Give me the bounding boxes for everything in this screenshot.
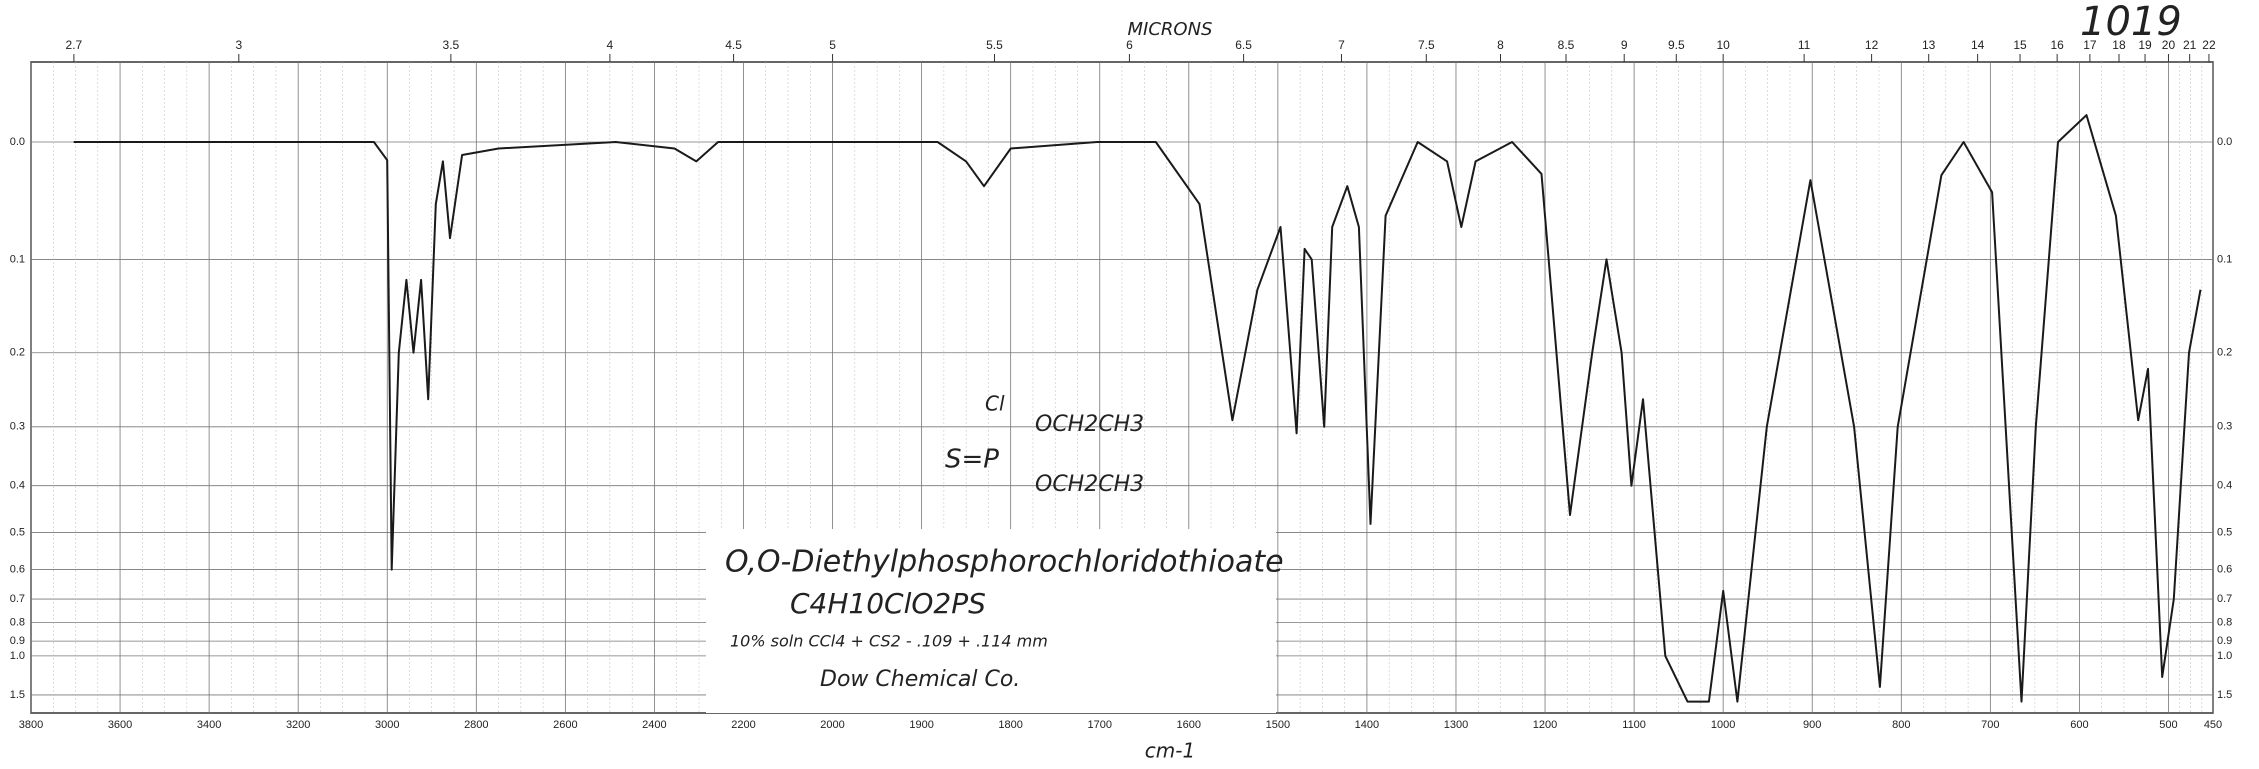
x-tick-label: 2600	[553, 719, 577, 731]
x-tick-label: 1000	[1711, 719, 1735, 731]
y-tick-label: 1.0	[10, 650, 25, 662]
top-tick-label: 15	[2013, 38, 2027, 52]
y-tick-label-right: 0.8	[2217, 616, 2232, 628]
top-tick-label: 9.5	[1668, 38, 1685, 52]
x-tick-label: 1600	[1177, 719, 1201, 731]
structure-cl: Cl	[985, 392, 1005, 416]
spectrum-number: 1019	[2080, 0, 2182, 45]
top-tick-label: 6	[1126, 38, 1133, 52]
top-tick-label: 5	[829, 38, 836, 52]
x-tick-label: 1500	[1266, 719, 1290, 731]
x-tick-label: 2200	[731, 719, 755, 731]
x-tick-label: 2400	[642, 719, 666, 731]
y-tick-label: 0.3	[10, 421, 25, 433]
top-tick-label: 10	[1716, 38, 1730, 52]
caption-box: O,O-Diethylphosphorochloridothioate C4H1…	[706, 529, 1284, 713]
structure-core: S=P	[945, 445, 999, 475]
top-tick-label: 7.5	[1418, 38, 1435, 52]
structure-lower: OCH2CH3	[1035, 472, 1144, 497]
x-tick-label: 1700	[1087, 719, 1111, 731]
y-tick-label-right: 0.3	[2217, 421, 2232, 433]
x-tick-label: 800	[1892, 719, 1910, 731]
top-tick-label: 20	[2162, 38, 2176, 52]
top-tick-label: 3	[235, 38, 242, 52]
top-tick-label: 16	[2050, 38, 2064, 52]
y-tick-label: 0.7	[10, 593, 25, 605]
top-tick-label: 4.5	[725, 38, 742, 52]
x-tick-label: 1900	[909, 719, 933, 731]
x-tick-label: 500	[2159, 719, 2177, 731]
y-tick-label-right: 0.6	[2217, 563, 2232, 575]
top-tick-label: 13	[1922, 38, 1936, 52]
conditions: 10% soln CCl4 + CS2 - .109 + .114 mm	[730, 632, 1048, 651]
line-layer	[73, 114, 2202, 703]
x-tick-label: 1200	[1533, 719, 1557, 731]
y-tick-label-right: 0.5	[2217, 526, 2232, 538]
y-tick-label-right: 0.9	[2217, 635, 2232, 647]
x-tick-label: 2000	[820, 719, 844, 731]
y-tick-label: 0.1	[10, 253, 25, 265]
x-tick-label: 450	[2204, 719, 2222, 731]
x-tick-label: 2800	[464, 719, 488, 731]
x-tick-label: 1300	[1444, 719, 1468, 731]
x-tick-label: 1100	[1622, 719, 1646, 731]
caption-background	[706, 529, 1276, 713]
x-tick-label: 3800	[19, 719, 43, 731]
x-tick-label: 3400	[197, 719, 221, 731]
top-tick-label: 21	[2183, 38, 2197, 52]
top-tick-label: 9	[1621, 38, 1628, 52]
top-tick-label: 8.5	[1558, 38, 1575, 52]
y-tick-label: 0.8	[10, 616, 25, 628]
x-tick-label: 1400	[1355, 719, 1379, 731]
spectrum-line	[73, 114, 2202, 703]
structure-upper: OCH2CH3	[1035, 412, 1144, 437]
chart-title: MICRONS	[1128, 19, 1213, 40]
top-tick-label: 8	[1497, 38, 1504, 52]
x-tick-label: 1800	[998, 719, 1022, 731]
x-tick-label: 600	[2070, 719, 2088, 731]
source: Dow Chemical Co.	[820, 667, 1020, 692]
top-tick-label: 2.7	[66, 38, 83, 52]
x-tick-label: 3200	[286, 719, 310, 731]
y-tick-label-right: 0.1	[2217, 253, 2232, 265]
y-tick-label-right: 1.0	[2217, 650, 2232, 662]
y-tick-label-right: 0.0	[2217, 136, 2232, 148]
y-tick-label: 0.5	[10, 526, 25, 538]
top-tick-label: 4	[607, 38, 614, 52]
y-tick-label-right: 0.2	[2217, 347, 2232, 359]
top-tick-label: 18	[2112, 38, 2126, 52]
y-tick-label: 0.9	[10, 635, 25, 647]
y-tick-label-right: 0.7	[2217, 593, 2232, 605]
formula: C4H10ClO2PS	[790, 587, 986, 620]
top-tick-label: 19	[2138, 38, 2152, 52]
tick-layer: 0.0 0.0 0.1 0.1 0.2 0.2 0.3 0.3 0.4 0.4 0.5 0.5 0.6 0…	[10, 38, 2233, 731]
x-axis-label: cm-1	[1145, 739, 1195, 763]
top-tick-label: 17	[2083, 38, 2097, 52]
compound-name: O,O-Diethylphosphorochloridothioate	[725, 545, 1284, 580]
x-tick-label: 700	[1981, 719, 1999, 731]
top-tick-label: 3.5	[443, 38, 460, 52]
x-tick-label: 3600	[108, 719, 132, 731]
x-tick-label: 900	[1803, 719, 1821, 731]
y-tick-label: 1.5	[10, 689, 25, 701]
y-tick-label: 0.4	[10, 480, 25, 492]
top-tick-label: 14	[1971, 38, 1985, 52]
top-tick-label: 7	[1338, 38, 1345, 52]
y-tick-label-right: 0.4	[2217, 480, 2232, 492]
top-tick-label: 5.5	[986, 38, 1003, 52]
top-tick-label: 11	[1798, 38, 1811, 52]
x-tick-label: 3000	[375, 719, 399, 731]
top-tick-label: 6.5	[1235, 38, 1252, 52]
structure: S=P Cl OCH2CH3 OCH2CH3	[945, 392, 1144, 498]
top-tick-label: 22	[2202, 38, 2216, 52]
y-tick-label: 0.6	[10, 563, 25, 575]
y-tick-label: 0.0	[10, 136, 25, 148]
y-tick-label-right: 1.5	[2217, 689, 2232, 701]
y-tick-label: 0.2	[10, 347, 25, 359]
top-tick-label: 12	[1865, 38, 1879, 52]
